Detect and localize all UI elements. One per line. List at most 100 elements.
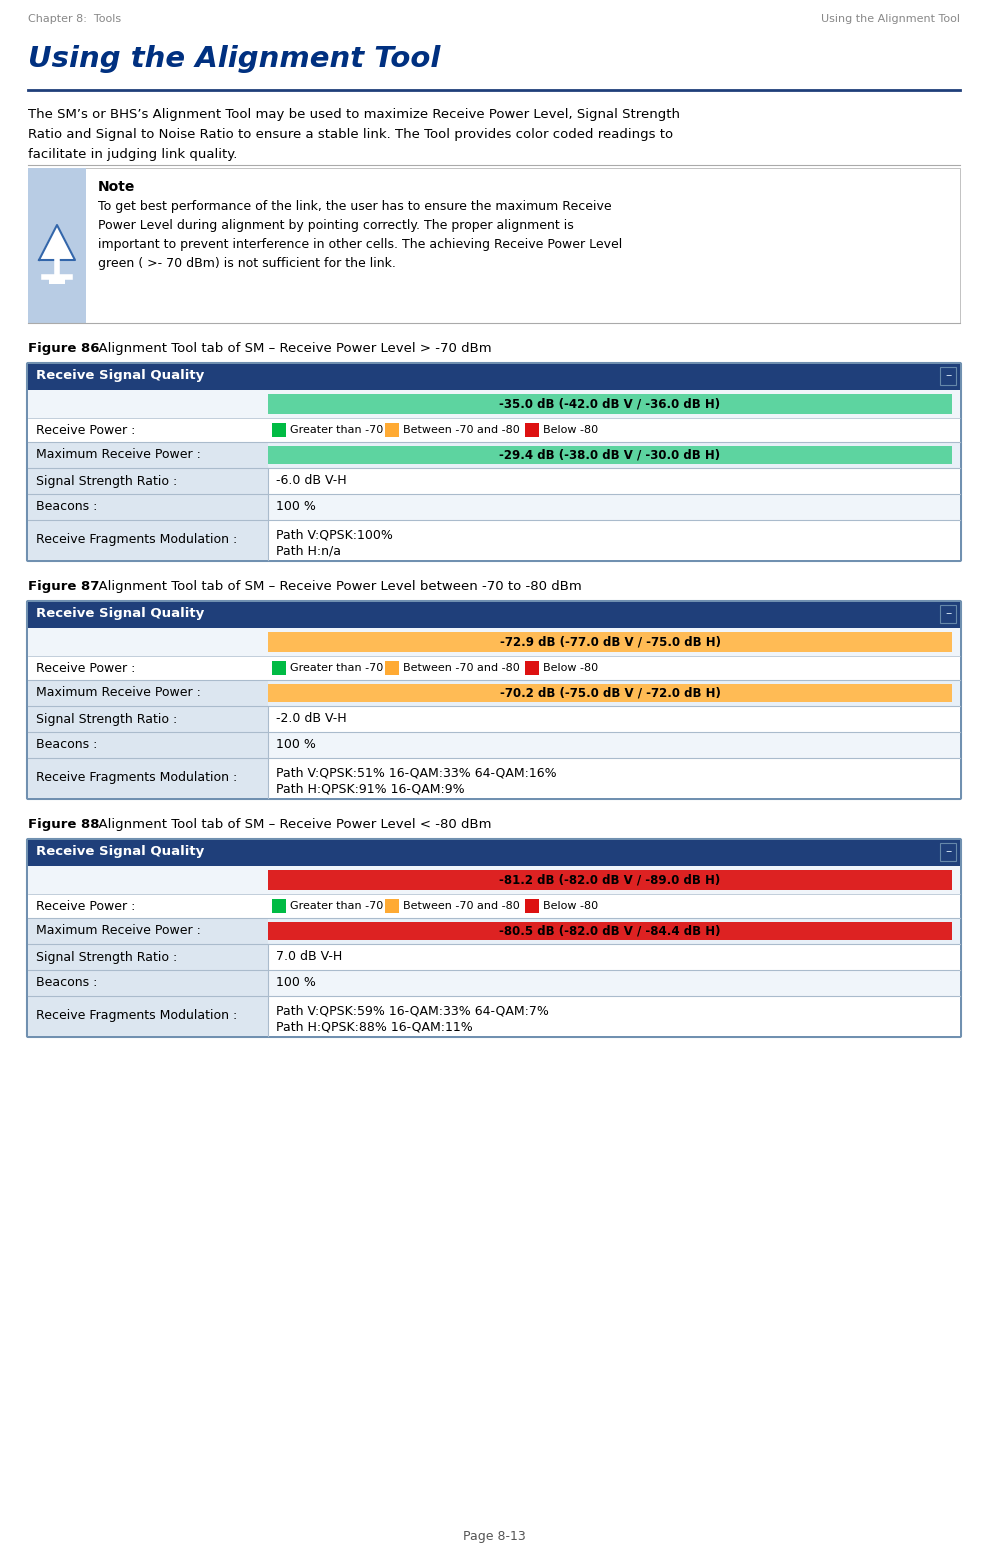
Text: Beacons :: Beacons : (36, 500, 98, 513)
Bar (28, 601, 960, 628)
FancyBboxPatch shape (27, 839, 961, 1037)
Bar (28, 468, 268, 494)
Bar (28, 970, 268, 996)
Bar (525, 900, 539, 914)
Bar (268, 446, 952, 465)
Text: Between -70 and -80: Between -70 and -80 (403, 664, 520, 673)
Text: Maximum Receive Power :: Maximum Receive Power : (36, 925, 201, 937)
Text: Figure 86: Figure 86 (28, 342, 100, 354)
Text: –: – (946, 608, 952, 620)
Text: The SM’s or BHS’s Alignment Tool may be used to maximize Receive Power Level, Si: The SM’s or BHS’s Alignment Tool may be … (28, 107, 680, 121)
Text: Receive Fragments Modulation :: Receive Fragments Modulation : (36, 771, 237, 785)
Text: Greater than -70: Greater than -70 (290, 664, 383, 673)
Bar (28, 866, 960, 894)
Text: Receive Signal Quality: Receive Signal Quality (36, 608, 205, 620)
Bar (28, 468, 960, 494)
Bar (28, 918, 268, 943)
Bar (28, 758, 960, 799)
Text: -81.2 dB (-82.0 dB V / -89.0 dB H): -81.2 dB (-82.0 dB V / -89.0 dB H) (499, 873, 720, 886)
Bar (28, 706, 268, 732)
Text: Below -80: Below -80 (543, 424, 598, 435)
Text: Path V:QPSK:51% 16-QAM:33% 64-QAM:16%: Path V:QPSK:51% 16-QAM:33% 64-QAM:16% (276, 766, 556, 779)
Bar (49, 277, 65, 284)
Text: -29.4 dB (-38.0 dB V / -30.0 dB H): -29.4 dB (-38.0 dB V / -30.0 dB H) (500, 449, 720, 462)
Bar (28, 521, 960, 559)
Text: Between -70 and -80: Between -70 and -80 (403, 424, 520, 435)
Text: Power Level during alignment by pointing correctly. The proper alignment is: Power Level during alignment by pointing… (98, 219, 574, 232)
Bar (272, 900, 286, 914)
Bar (28, 681, 268, 706)
Text: –: – (946, 368, 952, 382)
Text: Beacons :: Beacons : (36, 738, 98, 752)
Text: Path H:n/a: Path H:n/a (276, 544, 341, 556)
Bar (272, 660, 286, 674)
Text: Alignment Tool tab of SM – Receive Power Level < -80 dBm: Alignment Tool tab of SM – Receive Power… (90, 817, 491, 831)
Text: Alignment Tool tab of SM – Receive Power Level between -70 to -80 dBm: Alignment Tool tab of SM – Receive Power… (90, 580, 582, 594)
Text: Maximum Receive Power :: Maximum Receive Power : (36, 687, 201, 699)
Text: 7.0 dB V-H: 7.0 dB V-H (276, 951, 342, 963)
Bar (28, 943, 960, 970)
Bar (940, 842, 956, 861)
Text: -35.0 dB (-42.0 dB V / -36.0 dB H): -35.0 dB (-42.0 dB V / -36.0 dB H) (500, 398, 720, 410)
Bar (940, 605, 956, 623)
Bar (28, 168, 86, 323)
Bar (385, 660, 399, 674)
Text: Between -70 and -80: Between -70 and -80 (403, 901, 520, 911)
Bar (28, 656, 960, 681)
Text: Ratio and Signal to Noise Ratio to ensure a stable link. The Tool provides color: Ratio and Signal to Noise Ratio to ensur… (28, 127, 673, 141)
Text: Signal Strength Ratio :: Signal Strength Ratio : (36, 474, 177, 488)
Text: Signal Strength Ratio :: Signal Strength Ratio : (36, 951, 177, 963)
Bar (28, 681, 960, 706)
Text: –: – (946, 845, 952, 858)
Bar (385, 423, 399, 437)
Bar (28, 918, 960, 943)
Text: -72.9 dB (-77.0 dB V / -75.0 dB H): -72.9 dB (-77.0 dB V / -75.0 dB H) (500, 636, 720, 648)
Text: -2.0 dB V-H: -2.0 dB V-H (276, 712, 347, 726)
Bar (268, 870, 952, 890)
Bar (28, 996, 960, 1037)
Text: -6.0 dB V-H: -6.0 dB V-H (276, 474, 347, 488)
Text: Figure 88: Figure 88 (28, 817, 100, 831)
Text: 100 %: 100 % (276, 738, 316, 752)
Bar (28, 732, 268, 758)
Text: Using the Alignment Tool: Using the Alignment Tool (28, 45, 441, 73)
Text: green ( >- 70 dBm) is not sufficient for the link.: green ( >- 70 dBm) is not sufficient for… (98, 256, 396, 270)
Text: Path H:QPSK:91% 16-QAM:9%: Path H:QPSK:91% 16-QAM:9% (276, 782, 464, 796)
Bar (28, 706, 960, 732)
Bar (28, 943, 268, 970)
Text: -80.5 dB (-82.0 dB V / -84.4 dB H): -80.5 dB (-82.0 dB V / -84.4 dB H) (499, 925, 721, 937)
Bar (28, 441, 960, 468)
Bar (28, 168, 960, 323)
Bar (525, 423, 539, 437)
FancyBboxPatch shape (27, 601, 961, 799)
Text: Receive Fragments Modulation :: Receive Fragments Modulation : (36, 1010, 237, 1023)
Text: Receive Signal Quality: Receive Signal Quality (36, 845, 205, 858)
Text: Path V:QPSK:100%: Path V:QPSK:100% (276, 528, 393, 541)
Text: Receive Power :: Receive Power : (36, 662, 135, 674)
Text: Below -80: Below -80 (543, 664, 598, 673)
Bar (268, 395, 952, 413)
Text: facilitate in judging link quality.: facilitate in judging link quality. (28, 148, 237, 162)
Text: Receive Fragments Modulation :: Receive Fragments Modulation : (36, 533, 237, 547)
Bar (28, 996, 268, 1037)
Text: Figure 87: Figure 87 (28, 580, 100, 594)
Bar (28, 364, 960, 390)
Text: Chapter 8:  Tools: Chapter 8: Tools (28, 14, 122, 23)
Bar (28, 732, 960, 758)
Text: Below -80: Below -80 (543, 901, 598, 911)
Text: Maximum Receive Power :: Maximum Receive Power : (36, 449, 201, 462)
Text: important to prevent interference in other cells. The achieving Receive Power Le: important to prevent interference in oth… (98, 238, 622, 252)
Text: Receive Power :: Receive Power : (36, 900, 135, 912)
Bar (28, 894, 960, 918)
Text: To get best performance of the link, the user has to ensure the maximum Receive: To get best performance of the link, the… (98, 200, 612, 213)
Bar (28, 841, 960, 866)
Text: Path H:QPSK:88% 16-QAM:11%: Path H:QPSK:88% 16-QAM:11% (276, 1019, 472, 1033)
Bar (28, 970, 960, 996)
Text: 100 %: 100 % (276, 976, 316, 990)
Bar (28, 418, 960, 441)
FancyBboxPatch shape (27, 364, 961, 561)
Bar (525, 660, 539, 674)
Text: Receive Signal Quality: Receive Signal Quality (36, 368, 205, 382)
Text: Alignment Tool tab of SM – Receive Power Level > -70 dBm: Alignment Tool tab of SM – Receive Power… (90, 342, 492, 354)
Text: Greater than -70: Greater than -70 (290, 901, 383, 911)
